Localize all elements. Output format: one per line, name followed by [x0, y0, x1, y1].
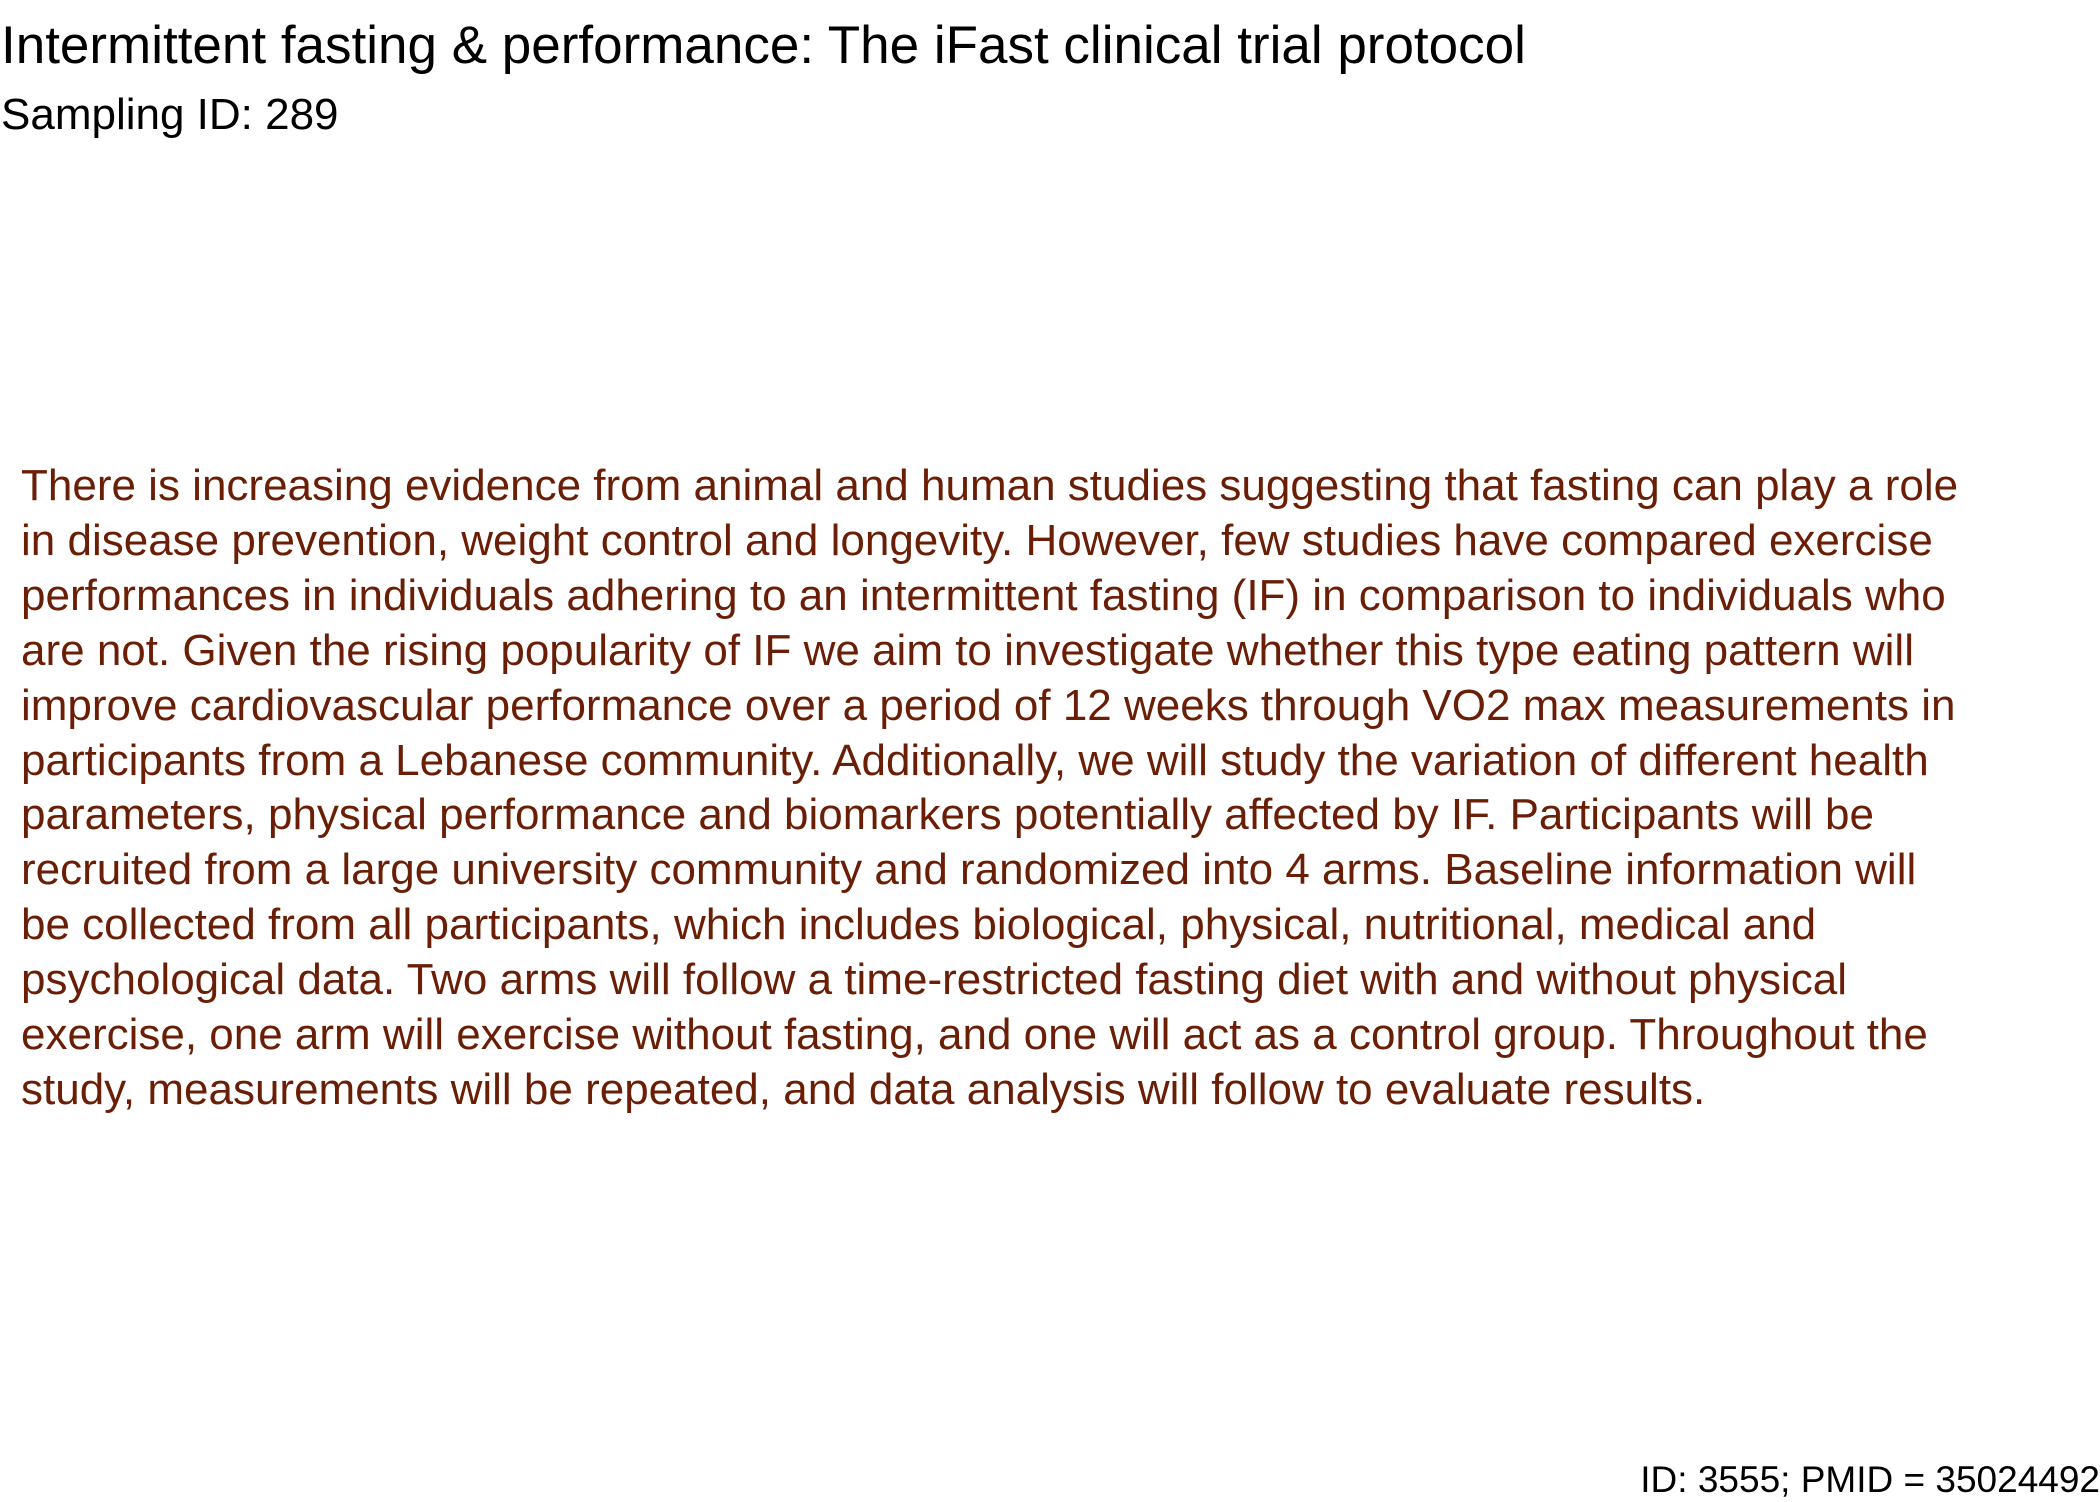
abstract-line: improve cardiovascular performance over …	[21, 680, 1956, 730]
abstract-line: study, measurements will be repeated, an…	[21, 1064, 1706, 1114]
abstract-line: psychological data. Two arms will follow…	[21, 955, 1847, 1005]
abstract-line: are not. Given the rising popularity of …	[21, 625, 1914, 675]
abstract-text: There is increasing evidence from animal…	[21, 459, 2100, 1118]
abstract-line: exercise, one arm will exercise without …	[21, 1010, 1928, 1060]
abstract-line: be collected from all participants, whic…	[21, 900, 1817, 950]
abstract-line: There is increasing evidence from animal…	[21, 461, 1959, 510]
abstract-line: recruited from a large university commun…	[21, 845, 1917, 895]
abstract-line: performances in individuals adhering to …	[21, 570, 1946, 620]
abstract-line: participants from a Lebanese community. …	[21, 735, 1929, 785]
page-title: Intermittent fasting & performance: The …	[1, 16, 1526, 75]
sampling-id-label: Sampling ID: 289	[1, 90, 339, 139]
footer-record-ids: ID: 3555; PMID = 35024492	[1640, 1459, 2100, 1500]
abstract-line: in disease prevention, weight control an…	[21, 515, 1933, 565]
abstract-line: parameters, physical performance and bio…	[21, 790, 1874, 840]
